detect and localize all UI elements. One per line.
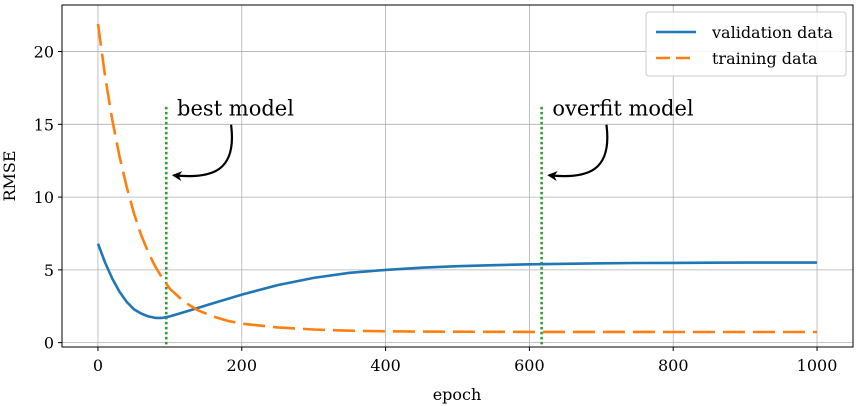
annotation-arrow xyxy=(547,124,609,182)
x-tick-label: 0 xyxy=(93,356,103,375)
x-tick-label: 600 xyxy=(514,356,545,375)
legend: validation data training data xyxy=(645,11,847,77)
x-tick-label: 1000 xyxy=(797,356,838,375)
series-line-1 xyxy=(96,243,817,320)
legend-label: validation data xyxy=(711,23,833,42)
series-lines xyxy=(96,23,817,334)
axis-ticks: 0 200 400 600 800 1000 0 5 10 15 20 xyxy=(34,43,838,375)
plot-frame xyxy=(61,4,854,348)
y-tick-label: 10 xyxy=(34,188,54,207)
annotation-label: best model xyxy=(177,97,294,121)
x-tick-label: 200 xyxy=(226,356,257,375)
y-tick-label: 0 xyxy=(44,334,54,353)
legend-box xyxy=(645,11,847,77)
annotation-arrow xyxy=(171,124,234,182)
y-axis-label: RMSE xyxy=(0,150,19,201)
marker-lines xyxy=(164,106,543,347)
x-tick-label: 800 xyxy=(658,356,689,375)
y-tick-label: 15 xyxy=(34,115,54,134)
annotations: best model overfit model xyxy=(171,97,694,182)
y-tick-label: 5 xyxy=(44,261,54,280)
x-axis-label: epoch xyxy=(433,385,482,404)
legend-label: training data xyxy=(712,49,818,68)
x-tick-label: 400 xyxy=(370,356,401,375)
y-tick-label: 20 xyxy=(34,43,54,62)
annotation-label: overfit model xyxy=(552,97,694,121)
